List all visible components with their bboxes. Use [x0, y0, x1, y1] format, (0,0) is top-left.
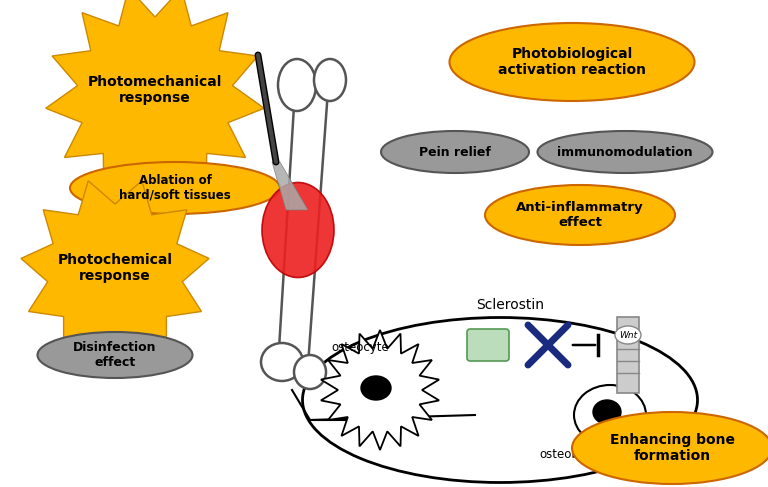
Ellipse shape — [381, 131, 529, 173]
Ellipse shape — [361, 376, 391, 400]
Ellipse shape — [261, 343, 303, 381]
Ellipse shape — [574, 385, 646, 445]
Text: Photobiological
activation reaction: Photobiological activation reaction — [498, 47, 646, 77]
Text: osteoblast: osteoblast — [539, 449, 601, 462]
Ellipse shape — [538, 131, 713, 173]
Text: Pein relief: Pein relief — [419, 146, 491, 158]
Ellipse shape — [70, 162, 280, 214]
Ellipse shape — [303, 318, 697, 483]
Polygon shape — [321, 330, 439, 450]
Text: Photochemical
response: Photochemical response — [58, 253, 173, 283]
Polygon shape — [278, 90, 328, 365]
Text: Wnt: Wnt — [619, 331, 637, 339]
Ellipse shape — [278, 59, 316, 111]
Ellipse shape — [449, 23, 694, 101]
Polygon shape — [21, 181, 209, 367]
Text: Disinfection
effect: Disinfection effect — [73, 341, 157, 369]
Ellipse shape — [615, 326, 641, 344]
Text: Anti-inflammatry
effect: Anti-inflammatry effect — [516, 201, 644, 229]
Ellipse shape — [294, 355, 326, 389]
Ellipse shape — [262, 183, 334, 278]
Polygon shape — [46, 0, 264, 205]
FancyBboxPatch shape — [467, 329, 509, 361]
Ellipse shape — [593, 400, 621, 424]
Ellipse shape — [572, 412, 768, 484]
Ellipse shape — [314, 59, 346, 101]
FancyBboxPatch shape — [617, 317, 639, 393]
Text: Enhancing bone
formation: Enhancing bone formation — [610, 433, 734, 463]
Polygon shape — [272, 162, 308, 210]
Ellipse shape — [38, 332, 193, 378]
Text: osteocyte: osteocyte — [331, 341, 389, 355]
Text: Sclerostin: Sclerostin — [476, 298, 544, 312]
Ellipse shape — [485, 185, 675, 245]
Text: immunomodulation: immunomodulation — [558, 146, 693, 158]
Text: Photomechanical
response: Photomechanical response — [88, 75, 222, 105]
Text: Ablation of
hard/soft tissues: Ablation of hard/soft tissues — [119, 174, 231, 202]
